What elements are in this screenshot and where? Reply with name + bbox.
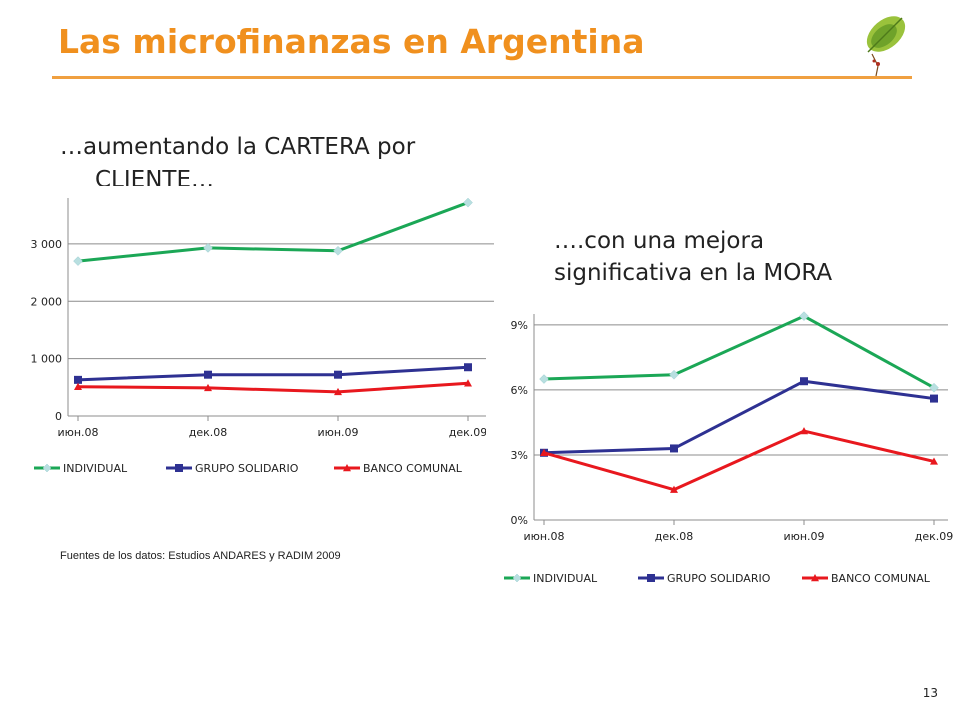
chart2-legend-label-2: BANCO COMUNAL <box>831 572 931 585</box>
chart2-legend-label-1: GRUPO SOLIDARIO <box>667 572 771 585</box>
chart2-point-2-3 <box>930 457 938 465</box>
chart2-point-1-2 <box>800 377 808 386</box>
chart1-y-tick-label: 1 000 <box>31 353 63 366</box>
chart1-y-tick-label: 3 000 <box>31 238 63 251</box>
chart2-point-2-1 <box>670 485 678 493</box>
chart2-legend-marker-0 <box>512 573 522 583</box>
chart2-x-tick-label: дек.08 <box>655 530 694 543</box>
mora-chart-svg: 0% 3% 6% 9% июн.08 дек.08 июн.09 дек.09 INDIVIDU… <box>504 311 954 585</box>
data-source-note: Fuentes de los datos: Estudios ANDARES y… <box>60 550 341 562</box>
chart2-point-0-3 <box>929 382 939 393</box>
cartera-chart: 0 1 000 2 000 3 000 июн.08 дек.08 июн.09 дек.09… <box>20 186 498 486</box>
chart2-y-tick-label: 0% <box>511 514 528 527</box>
chart1-point-0-2 <box>333 245 343 256</box>
chart1-legend-label-2: BANCO COMUNAL <box>363 462 463 475</box>
chart2-legend-label-0: INDIVIDUAL <box>533 572 598 585</box>
subtitle-right: ….con una mejora significativa en la MOR… <box>554 225 934 289</box>
chart2-point-2-2 <box>800 427 808 435</box>
chart2-x-tick-label: июн.08 <box>523 530 564 543</box>
chart1-point-0-1 <box>203 243 213 253</box>
chart1-point-2-0 <box>74 382 82 390</box>
page-number: 13 <box>922 686 938 700</box>
chart1-point-1-1 <box>204 370 212 379</box>
chart1-x-tick-label: июн.09 <box>317 426 358 439</box>
chart2-y-tick-label: 9% <box>511 319 528 332</box>
mora-chart: 0% 3% 6% 9% июн.08 дек.08 июн.09 дек.09 INDIVIDU… <box>486 306 960 598</box>
chart2-point-0-0 <box>539 374 549 384</box>
chart1-point-1-3 <box>464 363 472 372</box>
chart1-point-2-3 <box>464 379 472 387</box>
chart1-series-line-1 <box>77 365 469 382</box>
chart2-point-1-3 <box>930 394 938 403</box>
chart2-series-line-0 <box>543 314 935 390</box>
subtitle-right-line-2: significativa en la MORA <box>554 260 833 286</box>
chart1-x-tick-label: дек.08 <box>189 426 228 439</box>
chart2-point-1-1 <box>670 444 678 453</box>
chart1-point-0-3 <box>463 197 473 208</box>
chart2-x-tick-label: июн.09 <box>783 530 824 543</box>
subtitle-left: …aumentando la CARTERA por CLIENTE… <box>60 131 500 197</box>
chart2-x-tick-label: дек.09 <box>915 530 954 543</box>
cartera-chart-svg: 0 1 000 2 000 3 000 июн.08 дек.08 июн.09 дек.09… <box>31 197 494 475</box>
chart2-series-line-2 <box>543 429 935 492</box>
chart2-point-0-2 <box>799 311 809 322</box>
chart1-legend-marker-1 <box>175 464 183 472</box>
subtitle-right-line-1: ….con una mejora <box>554 228 765 254</box>
chart2-y-tick-label: 6% <box>511 384 528 397</box>
chart2-series-line-1 <box>543 379 935 455</box>
title-underline <box>52 76 912 79</box>
chart2-point-2-0 <box>540 448 548 456</box>
chart1-point-2-2 <box>334 387 342 396</box>
page-title: Las microfinanzas en Argentina <box>58 22 645 61</box>
chart1-y-tick-label: 0 <box>55 410 62 423</box>
leaf-logo-icon <box>866 16 906 77</box>
chart1-y-tick-label: 2 000 <box>31 295 63 308</box>
chart2-y-tick-label: 3% <box>511 449 528 462</box>
chart1-point-2-1 <box>204 383 212 392</box>
chart1-legend-marker-2 <box>343 464 351 472</box>
chart1-point-0-0 <box>73 256 83 266</box>
chart1-point-1-0 <box>74 375 82 384</box>
subtitle-left-line-1: …aumentando la CARTERA por <box>60 134 416 160</box>
chart1-legend-label-0: INDIVIDUAL <box>63 462 128 475</box>
chart2-point-0-1 <box>669 369 679 380</box>
chart1-series-line-0 <box>77 201 469 263</box>
chart1-x-tick-label: дек.09 <box>449 426 488 439</box>
chart2-legend-marker-1 <box>647 574 655 582</box>
chart1-x-tick-label: июн.08 <box>57 426 98 439</box>
chart1-series-line-2 <box>77 381 469 394</box>
chart1-point-1-2 <box>334 370 342 379</box>
chart1-legend-label-1: GRUPO SOLIDARIO <box>195 462 299 475</box>
chart2-legend-marker-2 <box>811 574 819 582</box>
chart1-legend-marker-0 <box>42 463 52 473</box>
